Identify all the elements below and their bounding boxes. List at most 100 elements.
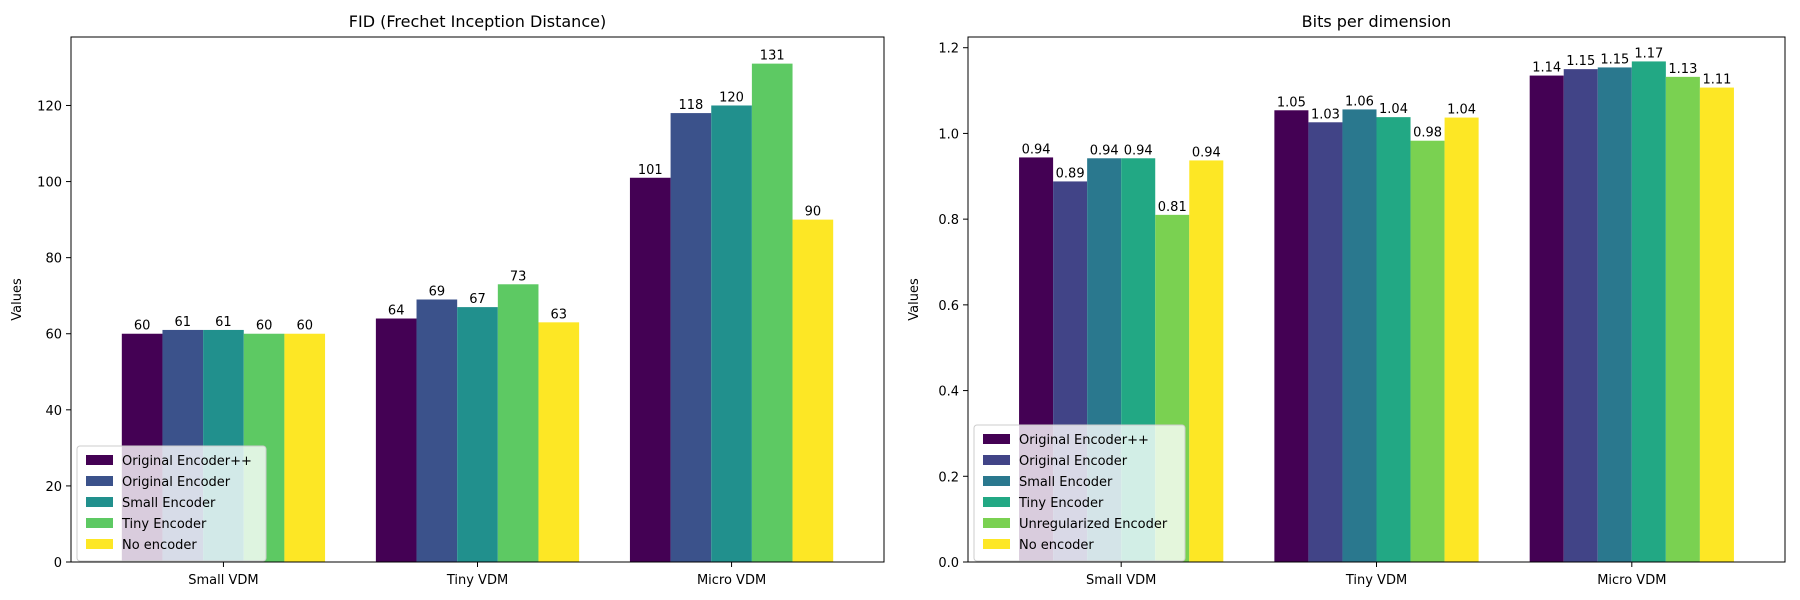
legend-entry: Tiny Encoder [1018,496,1104,511]
bar-value-label: 1.04 [1447,103,1476,118]
bar-value-label: 1.15 [1566,54,1595,69]
legend-entry: Unregularized Encoder [1019,517,1168,532]
y-tick-label: 0.6 [938,299,959,314]
bar-1-3-1 [1376,117,1411,563]
bar-value-label: 0.94 [1124,143,1153,158]
bar-1-5-0 [1189,160,1224,562]
bar-1-0-1 [1274,110,1309,563]
bar-value-label: 67 [469,292,486,307]
bar-1-0-2 [1529,75,1564,563]
legend-entry: No encoder [1019,538,1094,553]
bar-value-label: 131 [760,49,785,64]
bar-value-label: 1.11 [1702,73,1731,88]
y-axis-label: Values [10,278,25,321]
bar-value-label: 0.81 [1158,200,1187,215]
bar-value-label: 73 [510,269,527,284]
legend-entry: No encoder [122,538,197,553]
bar-0-3-1 [497,284,539,562]
legend-swatch [983,455,1010,465]
bar-value-label: 63 [551,307,568,322]
bar-1-2-1 [1342,109,1377,562]
legend-swatch [86,539,113,549]
y-tick-label: 1.0 [938,127,959,142]
bar-value-label: 1.15 [1600,52,1629,67]
bar-0-0-1 [375,318,417,562]
bar-value-label: 120 [719,90,744,105]
x-tick-label: Small VDM [1086,573,1156,588]
y-axis-label: Values [907,278,922,321]
bar-0-0-2 [629,177,671,562]
legend: Original Encoder++ Original Encoder Small … [973,424,1186,562]
legend-box [973,424,1186,562]
x-tick-label: Tiny VDM [446,573,508,588]
bar-1-5-2 [1699,87,1734,563]
legend-swatch [983,434,1010,444]
bar-1-5-1 [1444,117,1479,563]
bar-0-3-2 [751,63,793,563]
bar-0-2-1 [457,307,498,562]
bar-value-label: 0.94 [1192,145,1221,160]
bar-0-4-2 [792,219,834,562]
bar-value-label: 64 [388,304,405,319]
bar-value-label: 61 [215,315,232,330]
bar-1-3-2 [1631,61,1666,563]
x-tick-label: Micro VDM [697,573,766,588]
bar-0-2-2 [711,105,752,562]
legend-entry: Original Encoder [1019,454,1128,469]
bar-value-label: 1.05 [1277,95,1306,110]
legend-swatch [86,518,113,528]
y-tick-label: 60 [45,328,62,343]
bpd-chart: 0.94 1.05 1.14 0.89 1.03 1.15 0.94 1.06 1.15 0.94… [907,12,1786,588]
chart-title: Bits per dimension [1302,12,1452,31]
x-tick-label: Tiny VDM [1345,573,1407,588]
x-tick-label: Micro VDM [1597,573,1666,588]
chart-title: FID (Frechet Inception Distance) [349,12,606,31]
legend-swatch [983,497,1010,507]
bar-value-label: 90 [805,205,822,220]
legend-entry: Small Encoder [1019,475,1113,490]
bar-0-4-0 [284,333,326,562]
bar-1-1-1 [1308,122,1343,563]
y-tick-label: 0 [54,556,62,571]
bar-1-4-1 [1410,140,1445,562]
bar-value-label: 0.98 [1413,126,1442,141]
legend-swatch [983,539,1010,549]
bar-value-label: 69 [429,285,446,300]
x-tick-label: Small VDM [188,573,258,588]
bar-0-1-2 [670,113,712,562]
bar-value-label: 60 [296,319,313,334]
bar-value-label: 0.94 [1090,143,1119,158]
legend-swatch [86,455,113,465]
legend: Original Encoder++ Original Encoder Small … [76,445,267,562]
bar-value-label: 1.13 [1668,62,1697,77]
y-tick-label: 0.4 [938,385,959,400]
bar-0-1-1 [416,299,458,562]
y-tick-label: 1.2 [938,42,959,57]
legend-swatch [983,518,1010,528]
bar-1-2-2 [1597,67,1632,562]
bar-0-4-1 [538,322,580,562]
bar-value-label: 1.03 [1311,107,1340,122]
legend-swatch [86,497,113,507]
legend-entry: Tiny Encoder [121,517,207,532]
y-tick-label: 40 [45,404,62,419]
legend-entry: Original Encoder++ [1019,433,1149,448]
legend-swatch [86,476,113,486]
bar-value-label: 60 [134,319,151,334]
bar-value-label: 1.14 [1532,61,1561,76]
bar-1-4-2 [1665,76,1700,562]
bar-value-label: 101 [638,163,663,178]
bar-value-label: 1.06 [1345,94,1374,109]
y-tick-label: 0.8 [938,213,959,228]
y-tick-label: 0.2 [938,470,959,485]
legend-swatch [983,476,1010,486]
bar-1-1-2 [1563,69,1598,563]
fid-chart: 60 64 101 61 69 118 61 67 120 60 73 131 60 63 90 0 20 40 6… [10,12,885,588]
bar-value-label: 118 [678,98,703,113]
legend-entry: Original Encoder [122,475,231,490]
bar-value-label: 1.17 [1634,46,1663,61]
legend-entry: Small Encoder [122,496,216,511]
bar-value-label: 1.04 [1379,102,1408,117]
y-tick-label: 100 [37,176,62,191]
